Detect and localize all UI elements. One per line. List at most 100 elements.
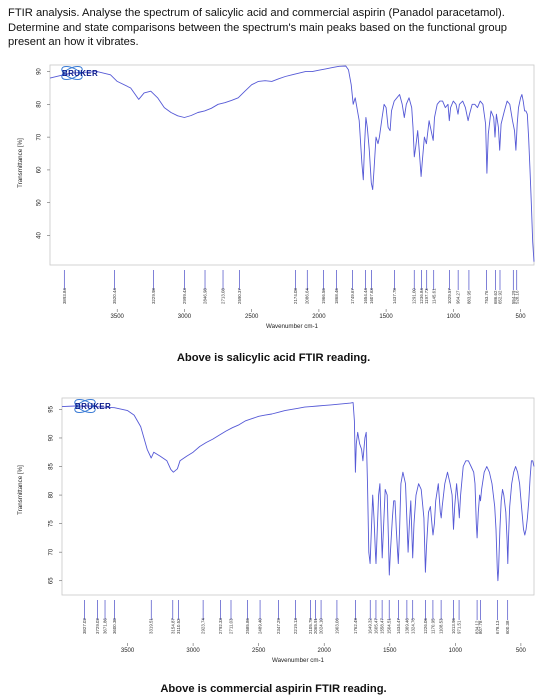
peak-label: 652.92 [497,290,502,304]
peak-label: 1197.73 [424,288,429,304]
peak-label: 1605.47 [373,618,378,634]
peak-label: 3110.52 [176,618,181,634]
peak-label: 2590.37 [237,288,242,304]
y-tick-label: 90 [37,68,43,75]
logo-orbit [61,66,83,80]
x-tick-label: 3500 [121,648,135,654]
peak-label: 3319.51 [149,618,154,634]
y-tick-label: 85 [49,463,55,470]
x-axis-title: Wavenumber cm-1 [266,323,319,330]
x-tick-label: 2500 [252,648,266,654]
peak-label: 1868.46 [334,288,339,304]
peak-label: 3671.86 [103,618,108,634]
plot-frame [49,64,535,266]
x-tick-label: 1500 [379,314,393,320]
y-tick-label: 90 [49,434,55,441]
bruker-logo: BRUKER [74,399,111,413]
chart-caption-aspirin: Above is commercial aspirin FTIR reading… [160,683,387,695]
peak-label: 753.76 [484,290,489,304]
bruker-logo: BRUKER [61,66,98,80]
logo-orbit [74,399,96,413]
chart-caption-salicylic: Above is salicylic acid FTIR reading. [176,352,371,364]
salicylic-acid-ftir-chart: 40 50 60 70 80 90 Transmittance [%] 3500 3000 250… [17,64,535,330]
peak-label: 2999.43 [182,288,187,304]
y-tick-label: 70 [49,548,55,555]
peak-label: 2846.98 [203,288,208,304]
peak-label: 1558.47 [380,618,385,634]
peak-label: 1654.44 [363,288,368,304]
peak-label: 1013.96 [451,618,456,634]
x-tick-label: 1000 [449,648,463,654]
x-tick-label: 2500 [245,314,259,320]
peak-label: 2086.64 [305,288,310,304]
peak-label: 1649.32 [368,618,373,634]
spectrum-line [49,65,535,262]
peak-label: 2065.91 [313,618,318,634]
x-tick-label: 1500 [383,648,397,654]
peak-label: 1170.95 [430,618,435,634]
peak-label: 3729.02 [95,618,100,634]
y-tick-label: 40 [37,231,43,238]
x-tick-label: 500 [516,314,527,320]
peak-label: 834.12 [475,620,480,634]
x-tick-label: 3000 [186,648,200,654]
peak-label: 2711.03 [228,618,233,634]
y-tick-label: 70 [37,133,43,140]
y-tick-label: 75 [49,520,55,527]
peak-label: 807.78 [478,620,483,634]
peak-label: 3520.44 [112,288,117,304]
peak-label: 2024.10 [319,618,324,634]
peak-label: 883.95 [466,290,471,304]
y-tick-label: 80 [49,491,55,498]
peak-label: 2792.33 [218,618,223,634]
aspirin-ftir-chart: 65 70 75 80 85 90 95 Transmittance [%] 3500 3000 2… [17,397,535,664]
peak-label: 1145.61 [431,288,436,304]
peak-label: 1504.51 [387,618,392,634]
y-tick-label: 95 [49,405,55,412]
peak-label: 2174.08 [293,288,298,304]
peak-label: 1607.63 [369,288,374,304]
peak-label: 3893.84 [62,288,67,304]
peak-label: 1966.56 [321,288,326,304]
peak-label: 678.13 [495,620,500,634]
peak-label: 2219.13 [293,618,298,634]
peak-label: 3827.02 [82,618,87,634]
y-axis-title: Transmittance [%] [17,465,24,515]
peak-label: 600.38 [505,620,510,634]
peak-label: 1903.06 [334,618,339,634]
peak-label: 1226.06 [423,618,428,634]
peak-label: 1434.47 [396,618,401,634]
spectrum-line [61,402,535,582]
peak-label: 1324.76 [410,618,415,634]
peak-label: 1437.78 [392,288,397,304]
peak-label: 2105.78 [308,618,313,634]
plot-frame [61,397,535,596]
peak-label: 1762.49 [353,618,358,634]
peak-label: 1108.53 [439,618,444,634]
question-text: FTIR analysis. Analyse the spectrum of s… [8,7,508,49]
peak-label: 3154.87 [170,618,175,634]
peak-label: 528.16 [514,290,519,304]
y-tick-label: 50 [37,199,43,206]
peak-label: 3600.30 [112,618,117,634]
peak-label: 1236.84 [419,288,424,304]
peak-label: 1749.67 [350,288,355,304]
peak-label: 2347.29 [276,618,281,634]
peak-label: 686.62 [493,290,498,304]
peak-label: 971.51 [457,620,462,634]
x-axis-title: Wavenumber cm-1 [272,657,325,664]
peak-label: 2585.86 [245,618,250,634]
y-tick-label: 65 [49,577,55,584]
peak-label: 1369.46 [404,618,409,634]
y-tick-label: 60 [37,166,43,173]
peak-label: 2923.74 [201,618,206,634]
peak-label: 554.29 [511,290,516,304]
peak-label: 2713.08 [221,288,226,304]
y-tick-label: 80 [37,100,43,107]
x-tick-label: 500 [516,648,527,654]
x-tick-label: 3500 [111,314,125,320]
logo-text: BRUKER [62,69,98,78]
peak-label: 1291.00 [412,288,417,304]
x-tick-label: 2000 [312,314,326,320]
x-tick-label: 1000 [447,314,461,320]
